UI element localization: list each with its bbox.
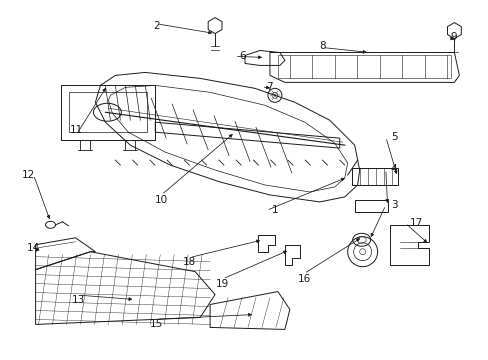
Text: 12: 12 [22, 170, 35, 180]
Text: 19: 19 [216, 279, 229, 289]
Text: 7: 7 [266, 82, 272, 92]
Text: 14: 14 [27, 243, 41, 253]
Text: 11: 11 [69, 125, 83, 135]
Text: 17: 17 [409, 218, 423, 228]
Text: 3: 3 [390, 200, 397, 210]
Text: 15: 15 [150, 319, 163, 329]
Text: 6: 6 [239, 51, 246, 61]
Text: 8: 8 [319, 41, 325, 50]
Text: 1: 1 [271, 206, 277, 216]
Text: 18: 18 [183, 257, 196, 267]
Text: 13: 13 [72, 295, 85, 305]
Text: 5: 5 [390, 132, 397, 142]
Text: 9: 9 [450, 32, 457, 41]
Text: 4: 4 [390, 164, 397, 174]
Text: 16: 16 [297, 274, 310, 284]
Text: 10: 10 [155, 195, 168, 205]
Text: 2: 2 [153, 21, 160, 31]
